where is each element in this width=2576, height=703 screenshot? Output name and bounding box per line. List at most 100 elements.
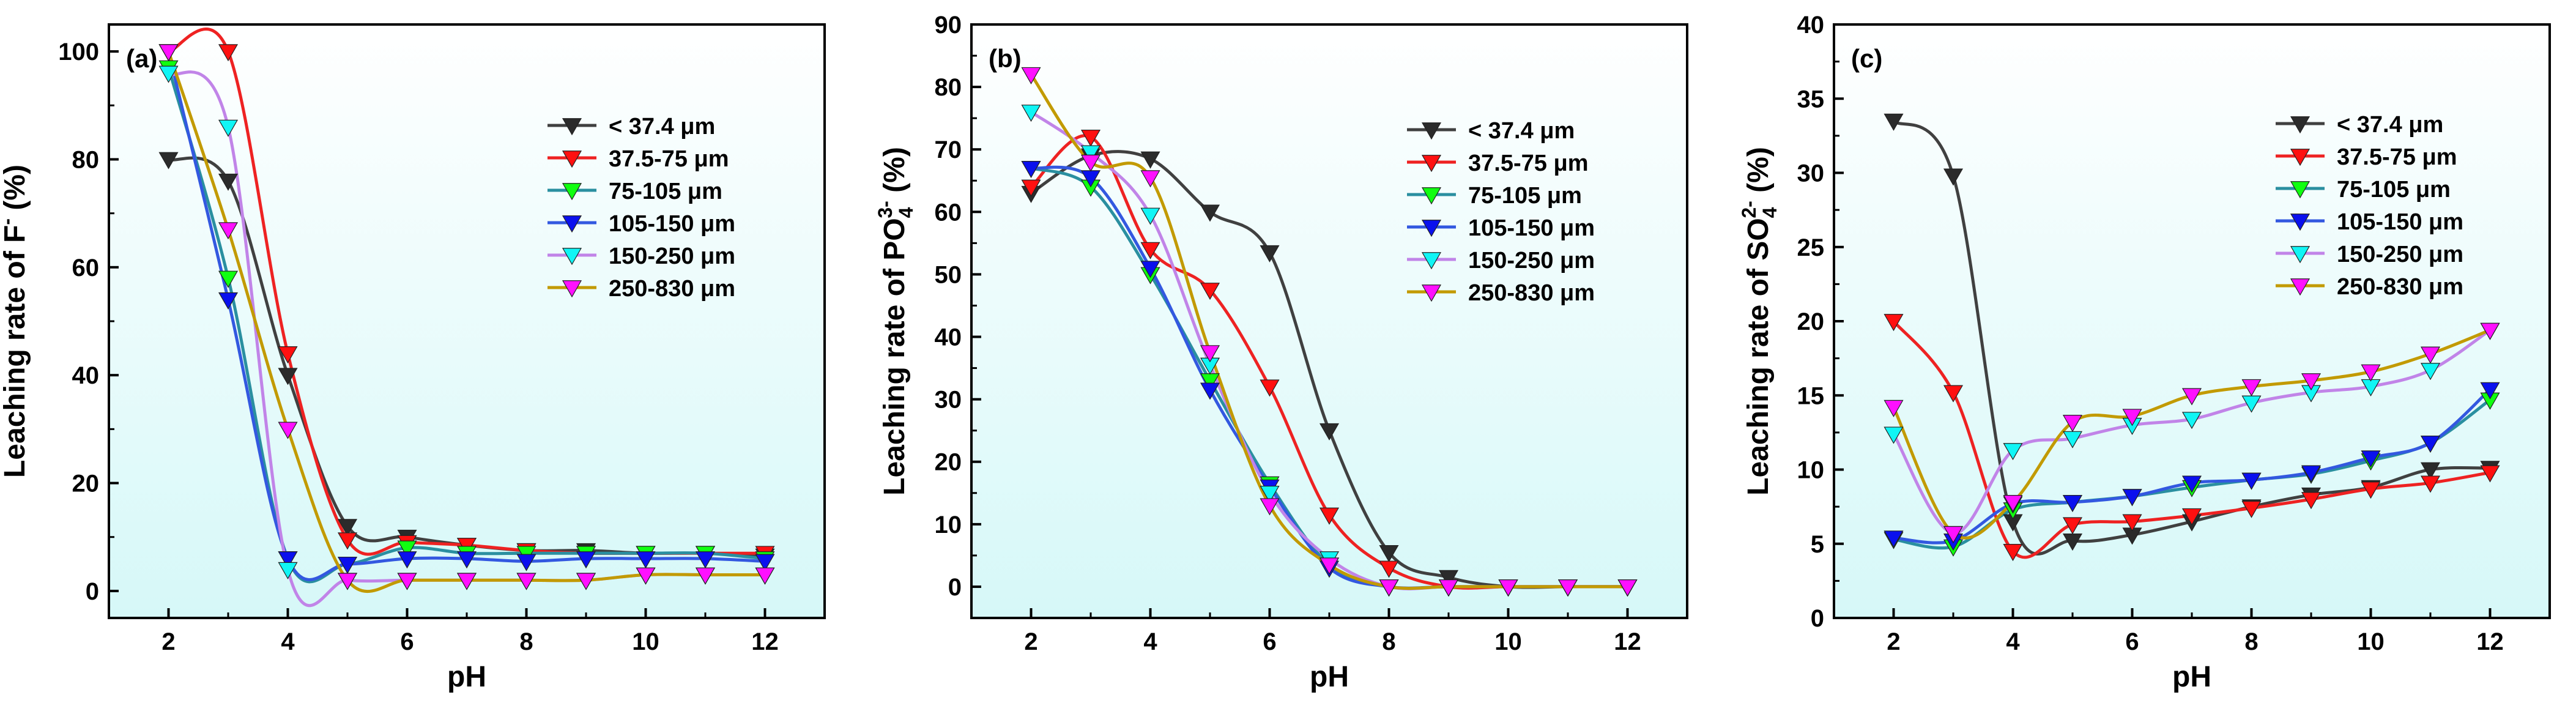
legend-marker-5 (562, 280, 582, 298)
legend-label-0: < 37.4 μm (1468, 118, 1575, 144)
y-tick-label: 40 (72, 362, 100, 389)
data-point (2003, 544, 2023, 562)
y-tick-label: 80 (935, 74, 962, 101)
x-tick-label: 10 (2357, 628, 2385, 655)
data-point (2241, 500, 2262, 518)
panel-label: (c) (1851, 44, 1882, 73)
legend-marker-0 (2290, 116, 2311, 134)
y-title-unit: (%) (878, 147, 911, 201)
y-title-main: Leaching rate of SO (1742, 218, 1775, 495)
data-point (1080, 129, 1101, 147)
data-point (516, 554, 536, 571)
data-point (576, 573, 596, 590)
x-tick-label: 12 (1614, 628, 1641, 655)
legend-marker-2 (1421, 187, 1442, 205)
y-tick-label: 100 (58, 39, 99, 65)
y-tick-label: 40 (1797, 12, 1825, 39)
x-tick-label: 6 (1263, 628, 1276, 655)
y-tick-label: 40 (935, 324, 962, 351)
data-point (158, 44, 179, 62)
data-point (397, 573, 417, 590)
data-point (1884, 113, 1904, 131)
data-point (456, 551, 477, 569)
data-point (1319, 557, 1340, 575)
data-point (1260, 379, 1280, 397)
data-point (2181, 388, 2202, 406)
y-tick-label: 0 (948, 574, 962, 601)
data-point (158, 152, 179, 169)
data-point (1021, 179, 1041, 197)
data-point (1557, 579, 1578, 597)
x-tick-label: 4 (281, 628, 295, 655)
data-point (516, 573, 536, 590)
x-tick-label: 12 (751, 628, 779, 655)
legend-marker-0 (1421, 122, 1442, 140)
legend-marker-2 (562, 183, 582, 201)
data-point (1617, 579, 1638, 597)
data-point (2241, 379, 2262, 396)
x-tick-label: 6 (2125, 628, 2139, 655)
y-tick-label: 20 (935, 449, 962, 476)
y-title-superscript: - (0, 218, 18, 225)
data-point (337, 573, 358, 590)
plot-area (971, 24, 1687, 618)
legend-marker-1 (1421, 155, 1442, 173)
data-point (2420, 475, 2441, 493)
panel-label: (a) (126, 44, 157, 73)
data-point (1200, 204, 1220, 222)
data-point (1943, 385, 1964, 403)
legend-marker-4 (562, 248, 582, 266)
data-point (2003, 494, 2023, 513)
data-point (278, 551, 298, 569)
legend-label-0: < 37.4 μm (609, 114, 715, 139)
data-point (397, 551, 417, 569)
data-point (337, 556, 358, 575)
legend-label-5: 250-830 μm (2337, 274, 2463, 300)
panel-b: 2 4 6 8 10 12 0 10 20 30 40 50 60 70 80 90 pH Leaching ra… (874, 12, 1688, 693)
y-tick-label: 50 (935, 261, 962, 288)
data-point (2062, 494, 2083, 513)
data-point (278, 562, 298, 579)
data-point (1319, 507, 1340, 525)
data-point (1379, 560, 1399, 578)
data-point (1498, 579, 1518, 597)
legend-label-2: 75-105 μm (1468, 183, 1582, 209)
panel-c: 2 4 6 8 10 12 0 5 10 15 20 25 30 35 40 pH Leaching rate … (1738, 12, 2551, 693)
data-point (755, 567, 775, 585)
y-axis-title: Leaching rate of SO42- (%) (1738, 147, 1781, 496)
y-tick-label: 35 (1797, 86, 1825, 113)
data-point (2062, 517, 2083, 535)
data-point (2003, 443, 2023, 461)
y-title-superscript: 2- (1738, 201, 1760, 218)
data-point (695, 551, 716, 569)
y-tick-label: 25 (1797, 234, 1825, 261)
y-title-main: Leaching rate of PO (878, 218, 911, 495)
legend-marker-1 (2290, 149, 2311, 166)
data-point (2241, 472, 2262, 490)
y-title-unit: (%) (0, 165, 31, 218)
legend-marker-1 (562, 151, 582, 168)
data-point (2181, 475, 2202, 493)
y-tick-label: 20 (72, 471, 100, 497)
legend-label-4: 150-250 μm (1468, 248, 1595, 273)
y-title-unit: (%) (1742, 147, 1775, 201)
series-line-5 (1892, 329, 2491, 540)
data-point (1260, 245, 1280, 262)
data-point (2062, 415, 2083, 433)
data-point (2361, 450, 2381, 468)
data-point (1379, 545, 1399, 562)
x-tick-label: 4 (2006, 628, 2020, 655)
data-point (2361, 482, 2381, 499)
y-title-subscript: 4 (1759, 207, 1781, 218)
data-point (755, 554, 775, 571)
x-axis-title: pH (447, 661, 486, 693)
data-point (218, 173, 239, 191)
legend-label-5: 250-830 μm (1468, 280, 1595, 306)
data-point (636, 551, 656, 569)
data-point (397, 540, 417, 558)
data-point (1140, 207, 1160, 225)
data-point (1379, 579, 1399, 597)
data-point (2480, 382, 2500, 400)
data-point (2122, 489, 2142, 507)
